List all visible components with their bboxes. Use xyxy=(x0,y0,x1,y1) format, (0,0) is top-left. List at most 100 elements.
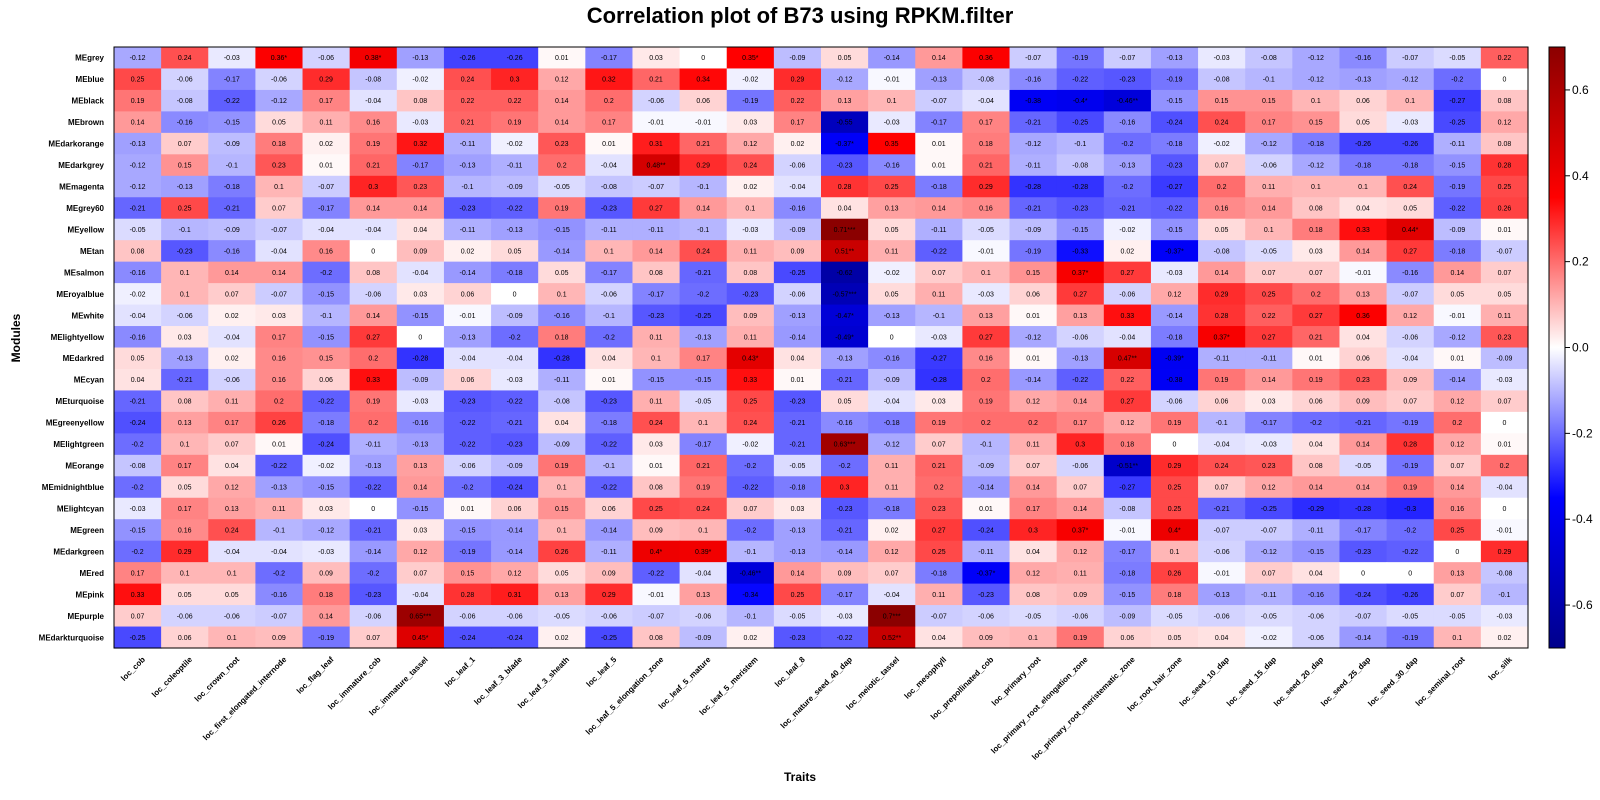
heatmap-cell xyxy=(1386,540,1435,563)
heatmap-cell xyxy=(1433,562,1482,585)
cell-value-label: 0.22 xyxy=(1121,377,1135,384)
heatmap-cell xyxy=(396,240,445,263)
heatmap-cell xyxy=(1386,197,1435,220)
cell-value-label: -0.23 xyxy=(177,248,193,255)
heatmap-cell xyxy=(773,89,822,112)
cell-value-label: -0.23 xyxy=(460,399,476,406)
heatmap-cell xyxy=(1245,519,1293,542)
heatmap-cell xyxy=(1480,454,1529,477)
heatmap-cell xyxy=(1198,132,1246,155)
cell-value-label: 0.04 xyxy=(602,356,616,363)
heatmap-cell xyxy=(1292,89,1341,112)
cell-value-label: 0.07 xyxy=(225,291,239,298)
cell-value-label: -0.28 xyxy=(1025,184,1041,191)
cell-value-label: 0.19 xyxy=(555,205,569,212)
cell-value-label: -0.06 xyxy=(1167,399,1183,406)
heatmap-cell xyxy=(114,583,162,606)
heatmap-cell xyxy=(726,304,775,327)
cell-value-label: -0.28 xyxy=(1355,506,1371,513)
heatmap-cell xyxy=(349,240,398,263)
cell-value-label: -0.06 xyxy=(789,163,805,170)
heatmap-cell xyxy=(538,89,586,112)
heatmap-cell xyxy=(396,411,445,434)
heatmap-cell xyxy=(396,497,445,520)
cell-value-label: 0.1 xyxy=(698,420,708,427)
cell-value-label: 0.11 xyxy=(932,592,945,599)
cell-value-label: -0.06 xyxy=(177,313,193,320)
cell-value-label: 0.27 xyxy=(1403,248,1417,255)
heatmap-cell xyxy=(1433,390,1482,413)
heatmap-cell xyxy=(491,368,539,392)
column-label: loc_seed_25_dap xyxy=(1319,655,1372,708)
cell-value-label: 0.29 xyxy=(696,163,710,170)
heatmap-cell xyxy=(491,454,539,477)
heatmap-cell xyxy=(1245,261,1293,284)
heatmap-cell xyxy=(868,626,916,649)
heatmap-cell xyxy=(1386,519,1435,542)
heatmap-cell xyxy=(915,240,963,263)
cell-value-label: 0.1 xyxy=(557,485,567,492)
heatmap-cell xyxy=(915,261,963,284)
heatmap-cell xyxy=(868,132,916,155)
cell-value-label: 0.04 xyxy=(414,227,428,234)
cell-value-label: -0.07 xyxy=(271,613,287,620)
heatmap-cell xyxy=(1433,47,1482,70)
heatmap-cell xyxy=(1245,347,1293,370)
heatmap-cell xyxy=(302,283,351,306)
heatmap-cell xyxy=(773,111,822,134)
heatmap-cell xyxy=(585,605,634,628)
cell-value-label: 0.34 xyxy=(696,77,710,84)
cell-value-label: -0.19 xyxy=(318,635,334,642)
heatmap-cell xyxy=(1245,390,1293,413)
heatmap-cell xyxy=(1433,626,1482,649)
heatmap-cell xyxy=(773,132,822,155)
cell-value-label: -0.17 xyxy=(695,442,711,449)
heatmap-cell xyxy=(962,540,1011,563)
heatmap-cell xyxy=(114,111,162,134)
cell-value-label: 0.24 xyxy=(178,55,192,62)
cell-value-label: 0.11 xyxy=(1074,570,1087,577)
heatmap-cell xyxy=(114,304,162,327)
heatmap-cell xyxy=(443,175,492,198)
heatmap-cell xyxy=(1103,304,1152,327)
heatmap-cell xyxy=(632,390,681,413)
heatmap-cell xyxy=(773,304,822,327)
row-label: MEblack xyxy=(72,97,105,106)
cell-value-label: -0.01 xyxy=(1119,527,1135,534)
cell-value-label: -0.1 xyxy=(697,227,709,234)
cell-value-label: -0.19 xyxy=(742,98,758,105)
cell-value-label: -0.02 xyxy=(1214,141,1230,148)
cell-value-label: -0.22 xyxy=(460,442,476,449)
cell-value-label: -0.27 xyxy=(1119,485,1135,492)
cell-value-label: -0.2 xyxy=(461,485,473,492)
cell-value-label: -0.16 xyxy=(837,420,853,427)
heatmap-cell xyxy=(114,605,162,628)
cell-value-label: 0 xyxy=(1502,420,1506,427)
cell-value-label: -0.2 xyxy=(367,570,379,577)
heatmap-cell xyxy=(1386,111,1435,134)
cell-value-label: -0.1 xyxy=(1263,77,1275,84)
heatmap-cell xyxy=(868,540,916,563)
heatmap-cell xyxy=(1386,368,1435,392)
cell-value-label: 0.47** xyxy=(1118,356,1137,363)
heatmap-cell xyxy=(1245,326,1293,349)
heatmap-cell xyxy=(1150,175,1199,198)
row-label: MEgrey60 xyxy=(66,204,104,213)
cell-value-label: 0.3 xyxy=(1075,442,1085,449)
heatmap-cell xyxy=(302,111,351,134)
cell-value-label: -0.04 xyxy=(601,163,617,170)
cell-value-label: 0.25 xyxy=(1168,485,1182,492)
heatmap-cell xyxy=(1056,240,1105,263)
column-label: loc_seed_10_dap xyxy=(1178,655,1231,708)
cell-value-label: -0.07 xyxy=(1402,55,1418,62)
heatmap-cell xyxy=(962,283,1011,306)
heatmap-cell xyxy=(962,562,1011,585)
cell-value-label: -0.13 xyxy=(460,163,476,170)
heatmap-cell xyxy=(1103,368,1152,392)
cell-value-label: 0.36 xyxy=(979,55,993,62)
heatmap-cell xyxy=(491,519,539,542)
heatmap-cell xyxy=(585,562,634,585)
cell-value-label: -0.01 xyxy=(648,120,664,127)
heatmap-cell xyxy=(491,132,539,155)
heatmap-cell xyxy=(1386,583,1435,606)
